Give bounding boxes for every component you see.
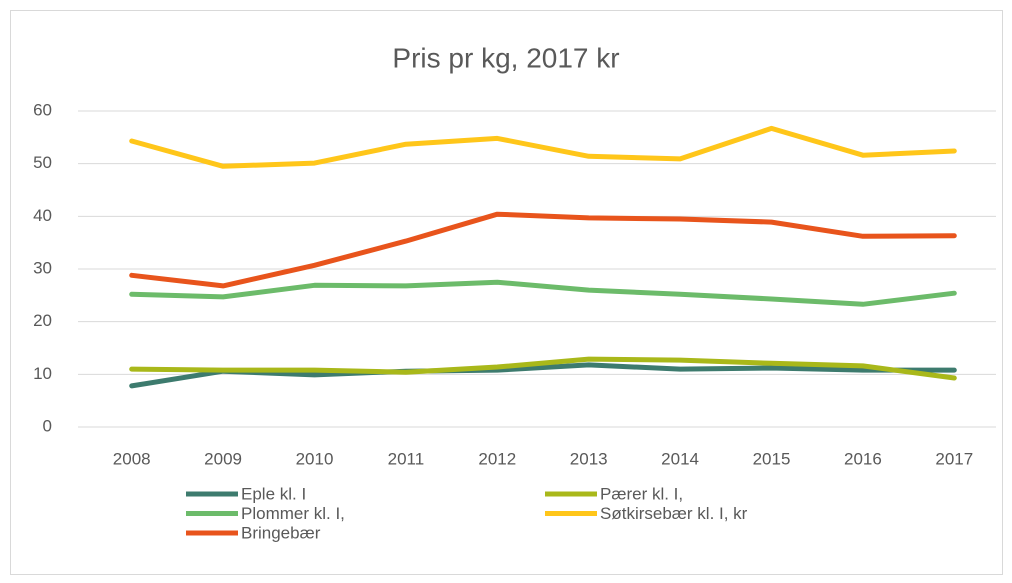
x-tick-label: 2017 xyxy=(935,449,973,468)
y-tick-label: 60 xyxy=(33,100,52,119)
x-tick-label: 2012 xyxy=(478,449,516,468)
x-tick-label: 2010 xyxy=(296,449,334,468)
chart-title: Pris pr kg, 2017 kr xyxy=(392,42,619,73)
series-line xyxy=(129,362,957,389)
y-tick-label: 40 xyxy=(33,206,52,225)
x-tick-label: 2016 xyxy=(844,449,882,468)
legend-label: Eple kl. I xyxy=(241,484,306,503)
legend-label: Bringebær xyxy=(241,523,321,542)
x-tick-label: 2008 xyxy=(113,449,151,468)
series-line xyxy=(129,211,957,289)
legend-label: Søtkirsebær kl. I, kr xyxy=(600,504,748,523)
x-tick-label: 2015 xyxy=(753,449,791,468)
y-tick-label: 10 xyxy=(33,364,52,383)
chart-border xyxy=(10,10,1003,575)
y-tick-label: 0 xyxy=(43,416,52,435)
series-line xyxy=(129,125,957,169)
x-tick-label: 2014 xyxy=(661,449,699,468)
y-tick-label: 30 xyxy=(33,258,52,277)
x-tick-label: 2013 xyxy=(570,449,608,468)
x-tick-label: 2009 xyxy=(204,449,242,468)
y-tick-label: 20 xyxy=(33,311,52,330)
series-line xyxy=(129,356,957,381)
legend-label: Pærer kl. I, xyxy=(600,484,683,503)
legend-label: Plommer kl. I, xyxy=(241,504,345,523)
x-tick-label: 2011 xyxy=(388,449,425,468)
series-line xyxy=(129,279,957,307)
y-tick-label: 50 xyxy=(33,153,52,172)
